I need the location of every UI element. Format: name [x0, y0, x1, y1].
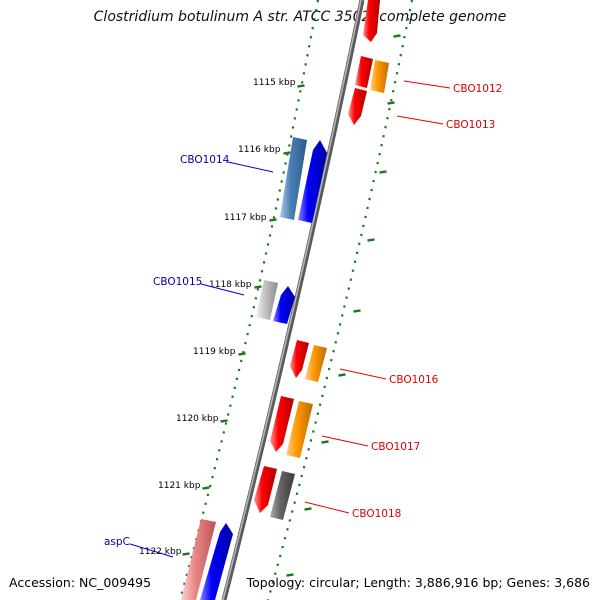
- feature-cbo1016: [290, 340, 327, 382]
- tick-label: 1118 kbp: [209, 280, 252, 290]
- inner-tick-mark: [220, 419, 228, 423]
- outer-tick-mark: [367, 238, 375, 242]
- gene-label-cbo1016[interactable]: CBO1016: [389, 374, 439, 386]
- tick-label: 1115 kbp: [253, 78, 296, 88]
- tick-label: 1119 kbp: [193, 347, 236, 357]
- feature-cbo1012: [355, 56, 389, 93]
- feature-cbo1011-partial: [363, 0, 380, 42]
- map-title: Clostridium botulinum A str. ATCC 3502, …: [93, 9, 507, 25]
- feature-cbo1018: [254, 466, 295, 520]
- outer-tick-mark: [304, 507, 312, 511]
- tick-label: 1117 kbp: [224, 213, 267, 223]
- gene-label-cbo1018[interactable]: CBO1018: [352, 508, 401, 520]
- topology-text: Topology: circular; Length: 3,886,916 bp…: [246, 575, 590, 590]
- inner-tick-mark: [202, 486, 210, 490]
- gene-label-cbo1017[interactable]: CBO1017: [371, 441, 420, 453]
- gene-leader-lines: [129, 80, 451, 558]
- gene-label-cbo1012[interactable]: CBO1012: [453, 83, 502, 95]
- inner-tick-mark: [297, 84, 305, 88]
- inner-tick-mark: [254, 285, 262, 289]
- outer-tick-mark: [387, 101, 395, 105]
- feature-cbo1017: [270, 396, 313, 458]
- tick-labels: 1115 kbp 1116 kbp 1117 kbp 1118 kbp 1119…: [139, 78, 296, 557]
- feature-cbo1014: [280, 137, 327, 223]
- inner-tick-mark: [238, 352, 246, 356]
- gene-labels: CBO1012 CBO1013 CBO1014 CBO1015 CBO1016 …: [104, 83, 502, 548]
- feature-aspc: [181, 519, 233, 600]
- feature-cbo1015: [256, 280, 295, 324]
- tick-label: 1116 kbp: [238, 145, 281, 155]
- outer-tick-mark: [321, 440, 329, 444]
- outer-tick-mark: [379, 170, 387, 174]
- gene-label-cbo1014[interactable]: CBO1014: [180, 154, 230, 166]
- tick-label: 1121 kbp: [158, 481, 201, 491]
- inner-tick-mark: [269, 218, 277, 222]
- outer-tick-mark: [338, 373, 346, 377]
- tick-marks: [182, 34, 401, 577]
- accession-text: Accession: NC_009495: [9, 575, 152, 590]
- inner-tick-mark: [283, 151, 291, 155]
- inner-tick-mark: [182, 552, 190, 556]
- gene-label-cbo1013[interactable]: CBO1013: [446, 119, 495, 131]
- feature-cbo1013: [348, 88, 367, 125]
- outer-tick-mark: [286, 573, 294, 577]
- tick-label: 1120 kbp: [176, 414, 219, 424]
- genome-backbone: [221, 0, 365, 600]
- gene-label-cbo1015[interactable]: CBO1015: [153, 276, 202, 288]
- tick-label: 1122 kbp: [139, 547, 182, 557]
- outer-tick-mark: [393, 34, 401, 38]
- gene-label-aspc[interactable]: aspC: [104, 536, 130, 548]
- outer-tick-mark: [353, 309, 361, 313]
